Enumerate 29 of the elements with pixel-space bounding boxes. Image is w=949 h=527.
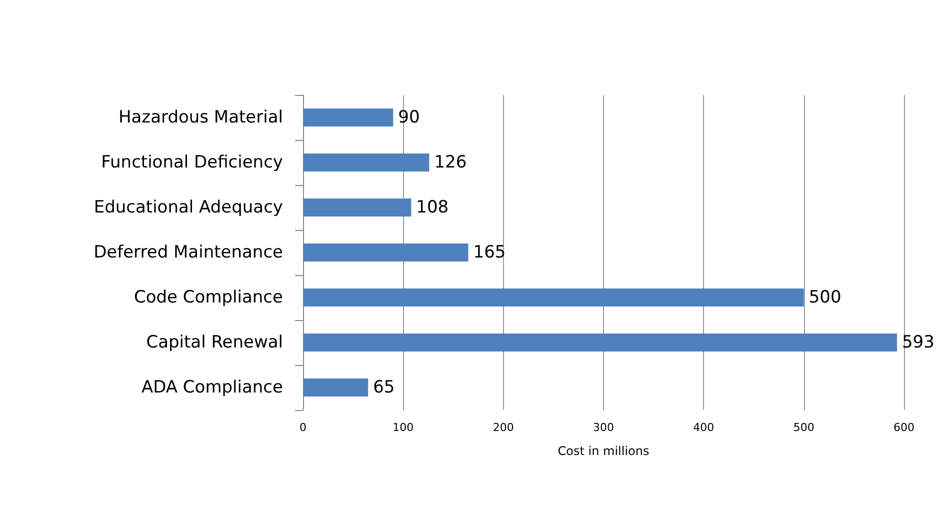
y-tick-label: Hazardous Material <box>118 108 283 128</box>
x-tick-label: 500 <box>793 421 814 434</box>
data-label: 500 <box>808 288 842 308</box>
bar <box>303 378 368 396</box>
data-label: 126 <box>434 152 467 172</box>
x-axis-title: Cost in millions <box>558 444 650 458</box>
y-tick-label: ADA Compliance <box>141 378 283 398</box>
bar <box>303 244 468 262</box>
data-label: 90 <box>398 108 420 128</box>
bar <box>303 288 804 306</box>
x-tick-label: 0 <box>300 421 306 434</box>
bar <box>303 334 897 352</box>
y-tick-label: Deferred Maintenance <box>94 242 283 262</box>
y-tick-label: Code Compliance <box>134 288 283 308</box>
y-tick-label: Functional Deficiency <box>101 152 283 172</box>
data-label: 593 <box>902 332 934 352</box>
bar <box>303 198 412 216</box>
x-tick-label: 100 <box>392 421 414 434</box>
y-tick-label: Capital Renewal <box>146 332 283 352</box>
x-tick-label: 600 <box>894 421 914 434</box>
x-tick-label: 400 <box>693 421 714 434</box>
data-label: 165 <box>473 242 506 262</box>
y-tick-label: Educational Adequacy <box>94 198 283 218</box>
bar <box>303 154 430 172</box>
data-label: 108 <box>416 198 449 218</box>
bar <box>303 108 394 126</box>
x-tick-label: 200 <box>492 421 514 434</box>
data-label: 65 <box>373 378 395 398</box>
x-tick-label: 300 <box>593 421 614 434</box>
